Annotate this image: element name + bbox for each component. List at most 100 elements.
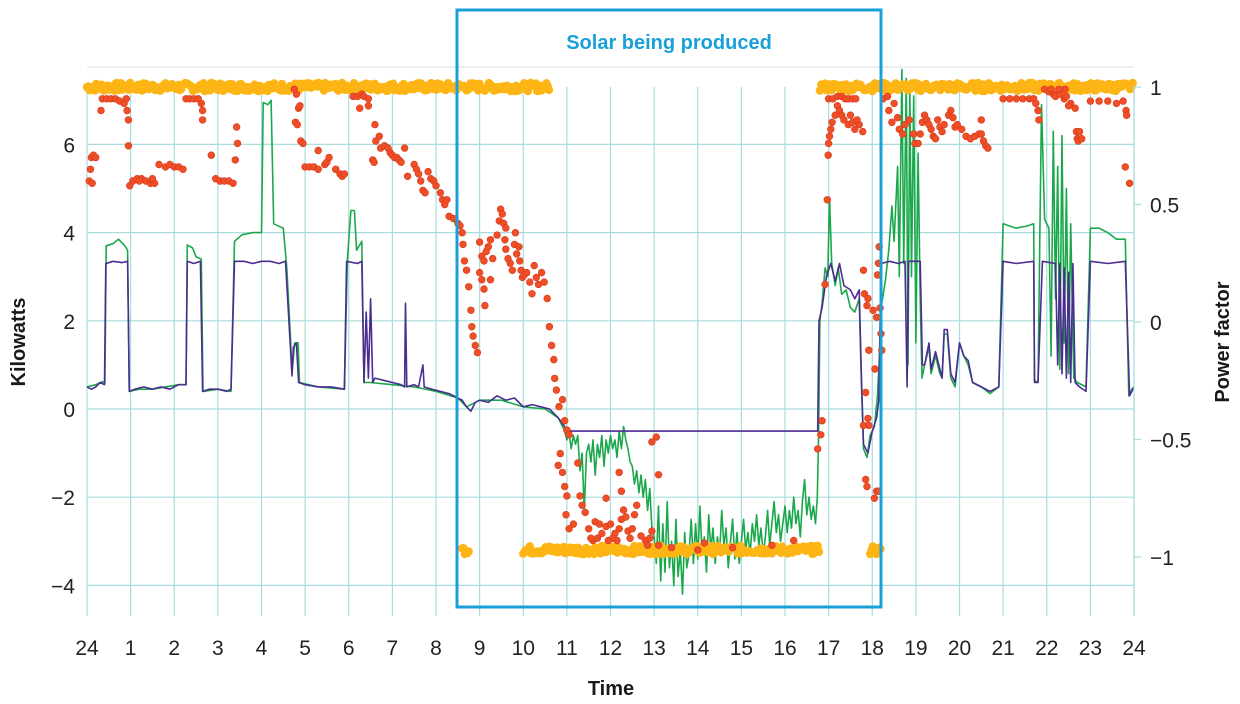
- red-dot: [1122, 111, 1131, 119]
- red-dot: [88, 179, 96, 188]
- x-tick-label: 6: [343, 637, 355, 660]
- red-dot: [198, 116, 207, 124]
- red-dot: [619, 506, 628, 514]
- red-dot: [462, 266, 471, 274]
- red-dot: [883, 92, 892, 101]
- red-dot: [325, 153, 333, 162]
- red-dot: [1034, 106, 1042, 115]
- x-tick-label: 19: [904, 637, 927, 660]
- red-dot: [648, 527, 656, 535]
- red-dot: [547, 341, 556, 350]
- red-dot: [581, 508, 589, 517]
- red-dot: [824, 151, 832, 159]
- red-dot: [532, 273, 540, 282]
- red-dot: [824, 139, 833, 148]
- red-dot: [400, 144, 409, 152]
- red-dot: [977, 116, 985, 124]
- red-dot: [124, 142, 133, 150]
- red-dot: [508, 266, 516, 274]
- red-dot: [493, 231, 501, 239]
- red-dot: [502, 245, 510, 253]
- red-dot: [155, 160, 163, 169]
- red-dot: [506, 259, 514, 267]
- red-dot: [885, 106, 893, 115]
- red-dot: [562, 511, 570, 519]
- red-dot: [846, 111, 855, 119]
- y2-tick-label: 0: [1150, 312, 1162, 335]
- x-tick-label: 11: [556, 637, 578, 660]
- red-dot: [543, 294, 551, 303]
- purple-line-series: [86, 260, 1135, 454]
- red-dot: [97, 106, 105, 115]
- red-dot: [467, 306, 475, 314]
- red-dot: [999, 95, 1007, 103]
- x-tick-label: 22: [1035, 637, 1058, 660]
- red-dot: [459, 240, 467, 249]
- red-dot: [977, 130, 985, 138]
- red-dot: [654, 541, 663, 549]
- red-dot: [417, 177, 425, 185]
- red-dot: [473, 348, 482, 357]
- red-dot: [576, 492, 584, 500]
- red-dot: [478, 276, 486, 284]
- x-tick-label: 2: [168, 637, 180, 660]
- red-dot: [840, 116, 848, 124]
- red-dot: [617, 487, 626, 495]
- red-dot: [498, 210, 506, 218]
- red-dot: [667, 543, 676, 552]
- red-dot: [424, 167, 432, 176]
- red-dot: [481, 301, 489, 310]
- red-dot: [643, 541, 652, 549]
- x-tick-label: 16: [773, 637, 796, 660]
- red-dot: [865, 346, 873, 354]
- red-dot: [1104, 97, 1112, 105]
- red-dot: [469, 332, 477, 340]
- red-dot: [984, 144, 992, 152]
- red-dot: [555, 402, 563, 411]
- red-dot: [1055, 85, 1063, 94]
- y2-tick-label: −1: [1150, 547, 1174, 570]
- red-dot: [652, 433, 660, 441]
- red-dot: [1086, 97, 1095, 105]
- red-dot: [622, 513, 630, 521]
- x-tick-label: 4: [256, 637, 268, 660]
- x-tick-label: 12: [599, 637, 622, 660]
- x-tick-label: 1: [125, 637, 137, 660]
- red-dot: [863, 301, 871, 310]
- red-dot: [628, 525, 636, 533]
- red-dot: [587, 534, 595, 542]
- grid: [86, 66, 1135, 616]
- red-dot: [851, 125, 859, 134]
- red-dot: [403, 172, 412, 181]
- y-tick-label: −4: [51, 575, 75, 598]
- red-dot: [179, 165, 187, 174]
- red-dot: [148, 175, 157, 183]
- red-dot: [1121, 163, 1130, 171]
- red-dot: [870, 494, 879, 502]
- red-dot: [314, 146, 322, 155]
- red-dot: [632, 501, 641, 509]
- red-dot: [1005, 95, 1014, 103]
- red-dot: [293, 120, 301, 129]
- red-dot: [654, 471, 663, 479]
- red-dot: [823, 196, 831, 204]
- purple-line: [86, 260, 1135, 454]
- red-dot: [397, 158, 405, 166]
- red-dot: [859, 266, 868, 274]
- red-dot: [899, 130, 907, 138]
- red-dot: [1062, 92, 1071, 101]
- red-dot: [231, 156, 240, 164]
- red-dot: [927, 125, 935, 134]
- red-dot: [515, 243, 523, 251]
- red-dot: [574, 459, 582, 467]
- red-dot: [458, 229, 466, 237]
- red-dot: [789, 536, 798, 545]
- yellow-dot: [1128, 78, 1137, 88]
- red-dot: [853, 116, 861, 124]
- red-dot: [232, 123, 241, 131]
- red-dot: [569, 520, 578, 528]
- red-dot: [606, 520, 615, 528]
- red-dot: [516, 257, 524, 265]
- red-dot: [432, 182, 440, 190]
- red-dot: [728, 543, 737, 552]
